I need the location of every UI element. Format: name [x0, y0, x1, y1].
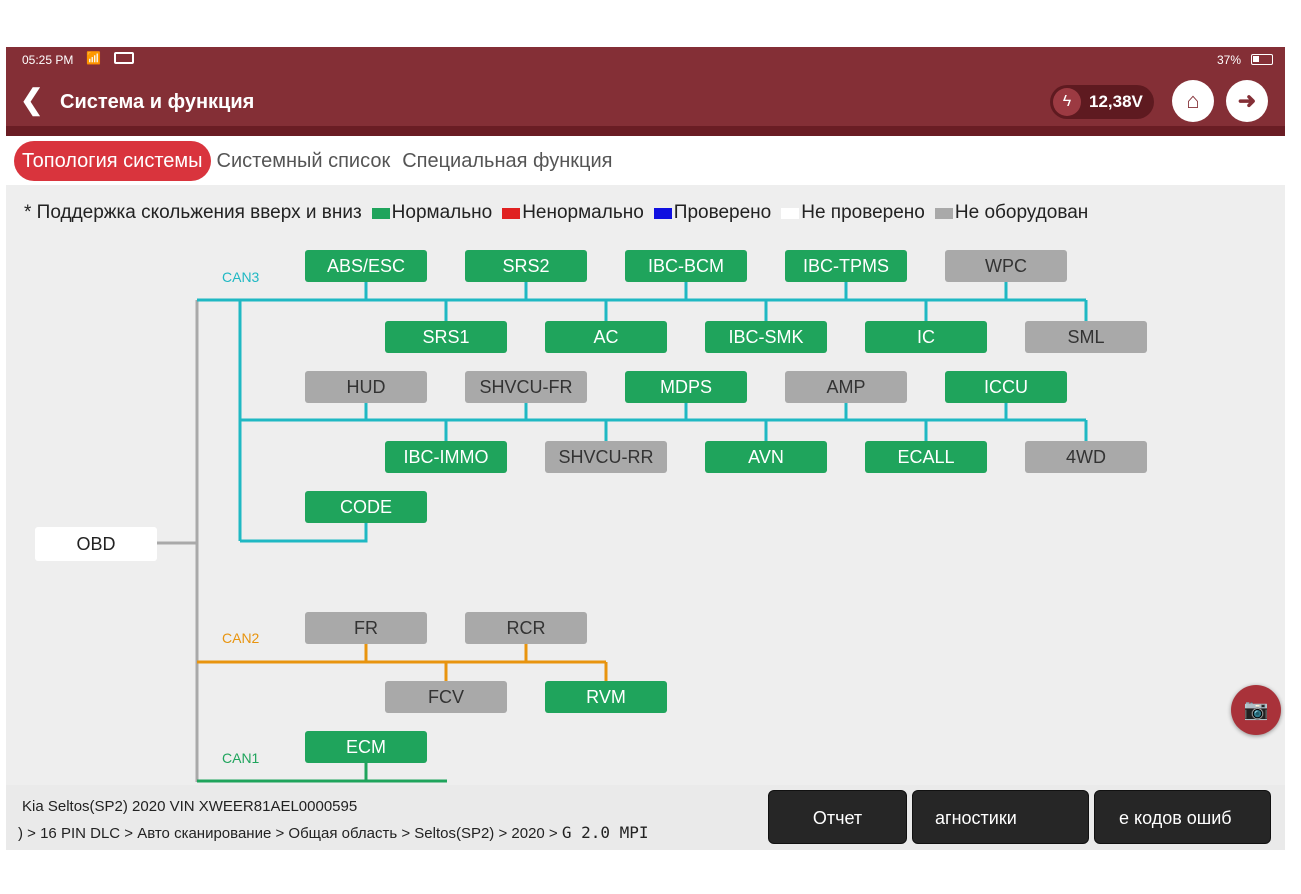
bus-label-can2: CAN2 — [222, 630, 260, 646]
legend-swatch-abnormal — [502, 207, 521, 219]
page-title: Система и функция — [60, 91, 255, 113]
ecu-node-shvcu-fr[interactable]: SHVCU-FR — [465, 371, 587, 403]
bus-label-can1: CAN1 — [222, 750, 260, 766]
ecu-node-wpc[interactable]: WPC — [945, 250, 1067, 282]
report-button[interactable]: Отчет — [768, 790, 907, 844]
exit-icon: ➜ — [1237, 88, 1257, 113]
ecu-node-iccu[interactable]: ICCU — [945, 371, 1067, 403]
back-button[interactable]: ❮ — [20, 84, 44, 115]
battery-icon — [1251, 54, 1273, 65]
ecu-node-mdps[interactable]: MDPS — [625, 371, 747, 403]
ecu-node-shvcu-rr[interactable]: SHVCU-RR — [545, 441, 667, 473]
engine-label: G 2.0 MPI — [561, 823, 649, 842]
ecu-node-abs-esc[interactable]: ABS/ESC — [305, 250, 427, 282]
clear-codes-button[interactable]: е кодов ошиб — [1094, 790, 1271, 844]
legend-unchecked: Не проверено — [801, 202, 925, 223]
legend-abnormal: Ненормально — [522, 202, 644, 223]
ecu-node-code[interactable]: CODE — [305, 491, 427, 523]
camera-icon: 📷 — [1243, 699, 1269, 721]
legend-swatch-checked — [653, 207, 672, 219]
ecu-node-ecall[interactable]: ECALL — [865, 441, 987, 473]
legend-swatch-normal — [371, 207, 390, 219]
ecu-node-sml[interactable]: SML — [1025, 321, 1147, 353]
ecu-node-ibc-tpms[interactable]: IBC-TPMS — [785, 250, 907, 282]
obd-root-node: OBD — [35, 527, 157, 561]
ecu-node-fr[interactable]: FR — [305, 612, 427, 644]
tab-special-function[interactable]: Специальная функция — [402, 150, 613, 172]
voltage-badge: ϟ 12,38V — [1050, 85, 1154, 119]
vehicle-info: Kia Seltos(SP2) 2020 VIN XWEER81AEL00005… — [22, 798, 358, 815]
ecu-node-avn[interactable]: AVN — [705, 441, 827, 473]
tab-topology[interactable]: Топология системы — [14, 141, 211, 181]
ecu-node-ac[interactable]: AC — [545, 321, 667, 353]
bus-label-can3: CAN3 — [222, 269, 260, 285]
bus-lines — [157, 282, 1088, 783]
ecu-node-ecm[interactable]: ECM — [305, 731, 427, 763]
diagnostics-button[interactable]: агностики — [912, 790, 1089, 844]
home-button[interactable]: ⌂ — [1172, 80, 1214, 122]
exit-button[interactable]: ➜ — [1226, 80, 1268, 122]
app-header: 05:25 PM 📶 37% ❮ Система и функция ϟ 12,… — [6, 47, 1285, 136]
home-icon: ⌂ — [1186, 88, 1200, 113]
breadcrumb: ) > 16 PIN DLC > Авто сканирование > Общ… — [18, 823, 649, 842]
screenshot-button[interactable]: 📷 — [1231, 685, 1281, 735]
lightning-icon: ϟ — [1053, 88, 1081, 116]
ecu-node-ibc-bcm[interactable]: IBC-BCM — [625, 250, 747, 282]
ecu-node-ibc-smk[interactable]: IBC-SMK — [705, 321, 827, 353]
legend-checked: Проверено — [673, 202, 772, 223]
status-time: 05:25 PM — [22, 53, 74, 67]
legend-swatch-not-equipped — [934, 207, 953, 219]
ecu-node-amp[interactable]: AMP — [785, 371, 907, 403]
battery-percent: 37% — [1216, 53, 1241, 67]
legend: * Поддержка скольжения вверх и вниз Норм… — [24, 202, 1088, 224]
ecu-node-rvm[interactable]: RVM — [545, 681, 667, 713]
ecu-node-4wd[interactable]: 4WD — [1025, 441, 1147, 473]
legend-swatch-unchecked — [781, 207, 800, 219]
topology-panel[interactable]: * Поддержка скольжения вверх и вниз Норм… — [6, 185, 1285, 785]
ecu-node-ibc-immo[interactable]: IBC-IMMO — [385, 441, 507, 473]
wifi-icon: 📶 — [86, 51, 101, 65]
ecu-node-fcv[interactable]: FCV — [385, 681, 507, 713]
legend-normal: Нормально — [391, 202, 493, 223]
footer-bar: Kia Seltos(SP2) 2020 VIN XWEER81AEL00005… — [6, 785, 1285, 850]
legend-not-equipped: Не оборудован — [954, 202, 1089, 223]
voltage-value: 12,38V — [1089, 92, 1143, 111]
tab-bar: Топология системы Системный список Специ… — [14, 141, 618, 181]
vci-connector-icon — [114, 52, 134, 64]
ecu-node-srs2[interactable]: SRS2 — [465, 250, 587, 282]
ecu-node-srs1[interactable]: SRS1 — [385, 321, 507, 353]
tab-system-list[interactable]: Системный список — [216, 150, 391, 172]
ecu-node-ic[interactable]: IC — [865, 321, 987, 353]
scroll-hint: * Поддержка скольжения вверх и вниз — [24, 202, 362, 223]
ecu-node-hud[interactable]: HUD — [305, 371, 427, 403]
ecu-node-rcr[interactable]: RCR — [465, 612, 587, 644]
breadcrumb-path: ) > 16 PIN DLC > Авто сканирование > Общ… — [18, 825, 562, 842]
